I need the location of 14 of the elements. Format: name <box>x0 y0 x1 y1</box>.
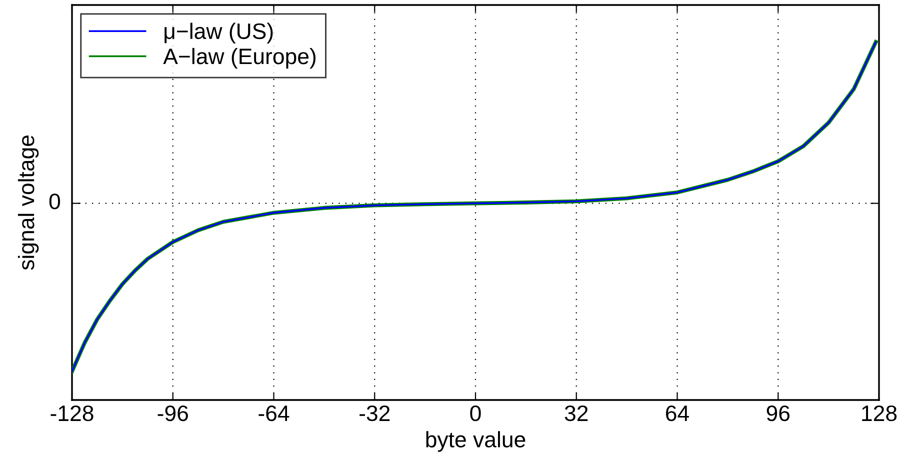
ref-line-label: 0 <box>49 194 60 210</box>
x-tick-label: -128 <box>50 405 94 422</box>
x-tick-label: -64 <box>258 405 290 422</box>
x-tick-label: 0 <box>470 405 481 422</box>
x-tick-label: 128 <box>862 405 897 422</box>
legend-label: A−law (Europe) <box>163 48 316 69</box>
x-tick-label: -32 <box>360 405 390 422</box>
x-axis-title: byte value <box>426 431 526 452</box>
x-tick-label: 32 <box>564 405 588 422</box>
x-tick-label: 64 <box>666 405 689 422</box>
x-tick-label: 96 <box>766 405 790 422</box>
x-tick-label: -96 <box>158 405 188 422</box>
legend-label: μ−law (US) <box>164 22 273 44</box>
y-axis-title: signal voltage <box>18 136 39 270</box>
